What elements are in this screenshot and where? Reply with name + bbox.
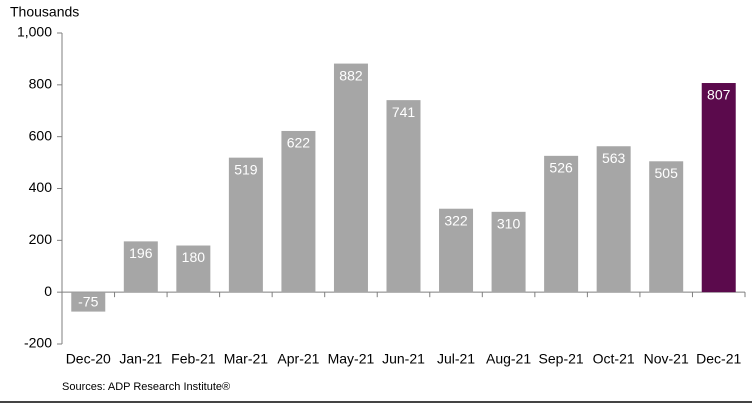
- y-tick-label: 1,000: [17, 24, 52, 40]
- y-tick-label: 0: [44, 283, 52, 299]
- source-note: Sources: ADP Research Institute®: [62, 381, 230, 393]
- x-tick-label: Apr-21: [277, 351, 319, 367]
- x-tick-label: Dec-21: [696, 351, 741, 367]
- value-label: 741: [392, 104, 416, 120]
- x-tick-label: Aug-21: [486, 351, 531, 367]
- y-tick-label: 600: [29, 127, 53, 143]
- value-label: 322: [444, 212, 468, 228]
- value-label: 505: [655, 165, 679, 181]
- bar: [386, 100, 421, 293]
- bar: [491, 211, 526, 293]
- bar: [439, 208, 474, 293]
- bar: [281, 130, 316, 293]
- y-tick-label: 800: [29, 76, 53, 92]
- x-tick-label: Mar-21: [224, 351, 269, 367]
- value-label: 882: [339, 67, 363, 83]
- value-label: 519: [234, 161, 258, 177]
- value-label: 563: [602, 150, 626, 166]
- y-axis-label: Thousands: [10, 4, 79, 20]
- y-tick-label: 400: [29, 179, 53, 195]
- x-tick-label: Jan-21: [119, 351, 162, 367]
- x-tick-label: Dec-20: [66, 351, 111, 367]
- value-label: 310: [497, 216, 521, 232]
- x-tick-label: Sep-21: [539, 351, 584, 367]
- x-tick-label: Nov-21: [644, 351, 689, 367]
- bar: [596, 146, 631, 293]
- bar: [649, 161, 684, 293]
- bar: [123, 241, 158, 293]
- x-tick-label: Jul-21: [437, 351, 475, 367]
- value-label: 196: [129, 245, 153, 261]
- value-label: 807: [707, 87, 731, 103]
- value-label: 622: [287, 135, 311, 151]
- bar: [544, 155, 579, 293]
- x-tick-label: Oct-21: [593, 351, 635, 367]
- y-tick-label: 200: [29, 231, 53, 247]
- x-tick-label: Jun-21: [382, 351, 425, 367]
- x-tick-label: May-21: [328, 351, 375, 367]
- bar: [333, 63, 368, 293]
- value-label: 526: [549, 160, 573, 176]
- value-label: 180: [182, 249, 206, 265]
- bar: [701, 83, 736, 293]
- x-tick-label: Feb-21: [171, 351, 216, 367]
- y-tick-label: -200: [24, 335, 52, 351]
- bar: [71, 292, 106, 312]
- value-label: -75: [78, 294, 98, 310]
- bar: [176, 245, 211, 293]
- bar: [228, 157, 263, 293]
